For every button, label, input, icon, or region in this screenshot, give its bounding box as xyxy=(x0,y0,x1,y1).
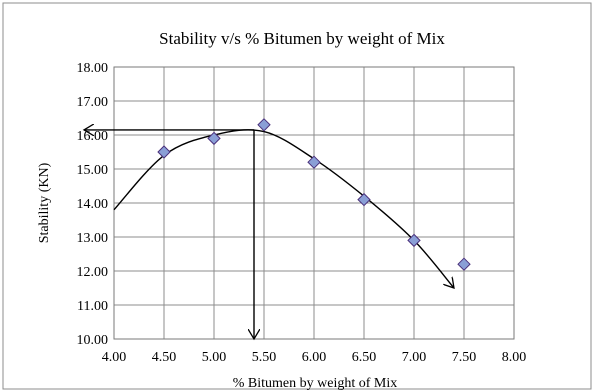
y-tick-label: 11.00 xyxy=(77,299,108,314)
chart-title: Stability v/s % Bitumen by weight of Mix xyxy=(159,29,445,48)
data-point xyxy=(407,233,421,248)
x-tick-label: 4.50 xyxy=(152,350,177,365)
y-tick-label: 16.00 xyxy=(77,129,109,144)
data-point xyxy=(207,131,221,146)
y-tick-label: 17.00 xyxy=(77,95,109,110)
x-tick-label: 4.00 xyxy=(102,350,127,365)
x-tick-label: 5.00 xyxy=(202,350,227,365)
plot-area xyxy=(113,66,515,340)
data-point xyxy=(457,257,471,271)
data-point xyxy=(157,145,171,159)
x-tick-label: 8.00 xyxy=(502,350,527,365)
y-tick-label: 13.00 xyxy=(77,231,109,246)
x-tick-label: 5.50 xyxy=(252,350,277,365)
data-point xyxy=(257,118,271,132)
y-tick-label: 10.00 xyxy=(77,333,109,348)
y-tick-label: 18.00 xyxy=(77,61,109,76)
x-tick-label: 7.50 xyxy=(452,350,477,365)
data-point xyxy=(357,192,371,207)
y-tick-label: 12.00 xyxy=(77,265,109,280)
x-axis-label: % Bitumen by weight of Mix xyxy=(233,376,398,391)
y-tick-label: 15.00 xyxy=(77,163,109,178)
y-tick-label: 14.00 xyxy=(77,197,109,212)
x-tick-label: 6.50 xyxy=(352,350,377,365)
data-points xyxy=(157,118,471,271)
x-tick-label: 7.00 xyxy=(402,350,427,365)
axis-ticks: 4.00 4.50 5.00 5.50 6.00 6.50 7.00 7.50 8.00 10.0… xyxy=(77,61,527,365)
y-axis-label: Stability (KN) xyxy=(37,162,52,243)
data-point xyxy=(307,155,321,169)
x-tick-label: 6.00 xyxy=(302,350,327,365)
